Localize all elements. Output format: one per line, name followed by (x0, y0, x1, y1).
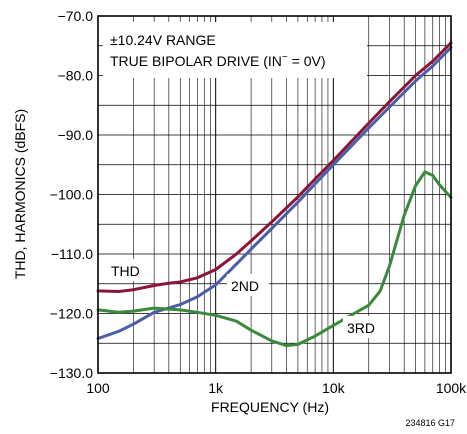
tick-labels: 100 1k 10k 100k −70.0 −80.0 −90.0 −100.0 −110.0 −… (50, 8, 467, 396)
y-tick-label: −90.0 (58, 127, 94, 143)
annotation-drive-sup: − (282, 52, 288, 63)
y-tick-label: −110.0 (51, 246, 93, 262)
label-bg-3rd (343, 316, 385, 338)
annotation-drive-main: TRUE BIPOLAR DRIVE (IN (110, 53, 282, 69)
label-bg-thd (107, 259, 147, 281)
series-line-thd (96, 41, 453, 293)
x-tick-label: 10k (322, 380, 346, 396)
x-tick-label: 100 (86, 380, 110, 396)
series-group (96, 41, 453, 348)
annotation-drive-end: = 0V) (288, 53, 326, 69)
annotation-box (103, 22, 367, 78)
annotation-drive: TRUE BIPOLAR DRIVE (IN− = 0V) (110, 52, 326, 69)
y-tick-label: −100.0 (50, 187, 93, 203)
x-tick-label: 1k (208, 380, 224, 396)
series-label-2nd: 2ND (231, 278, 259, 294)
y-tick-label: −130.0 (50, 365, 93, 381)
series-label-thd: THD (111, 263, 140, 279)
x-axis-title: FREQUENCY (Hz) (211, 399, 329, 415)
plot-frame (97, 15, 452, 374)
figure-id: 234816 G17 (405, 418, 455, 428)
y-tick-label: −120.0 (50, 306, 93, 322)
series-label-3rd: 3RD (347, 320, 375, 336)
y-axis-title: THD, HARMONICS (dBFS) (12, 109, 28, 279)
label-bg-2nd (227, 274, 269, 296)
y-tick-label: −80.0 (58, 68, 94, 84)
series-line-3rd (96, 170, 453, 348)
y-tick-label: −70.0 (58, 8, 94, 24)
annotation-range: ±10.24V RANGE (110, 32, 216, 48)
series-line-2nd (96, 46, 453, 340)
x-tick-label: 100k (436, 380, 467, 396)
